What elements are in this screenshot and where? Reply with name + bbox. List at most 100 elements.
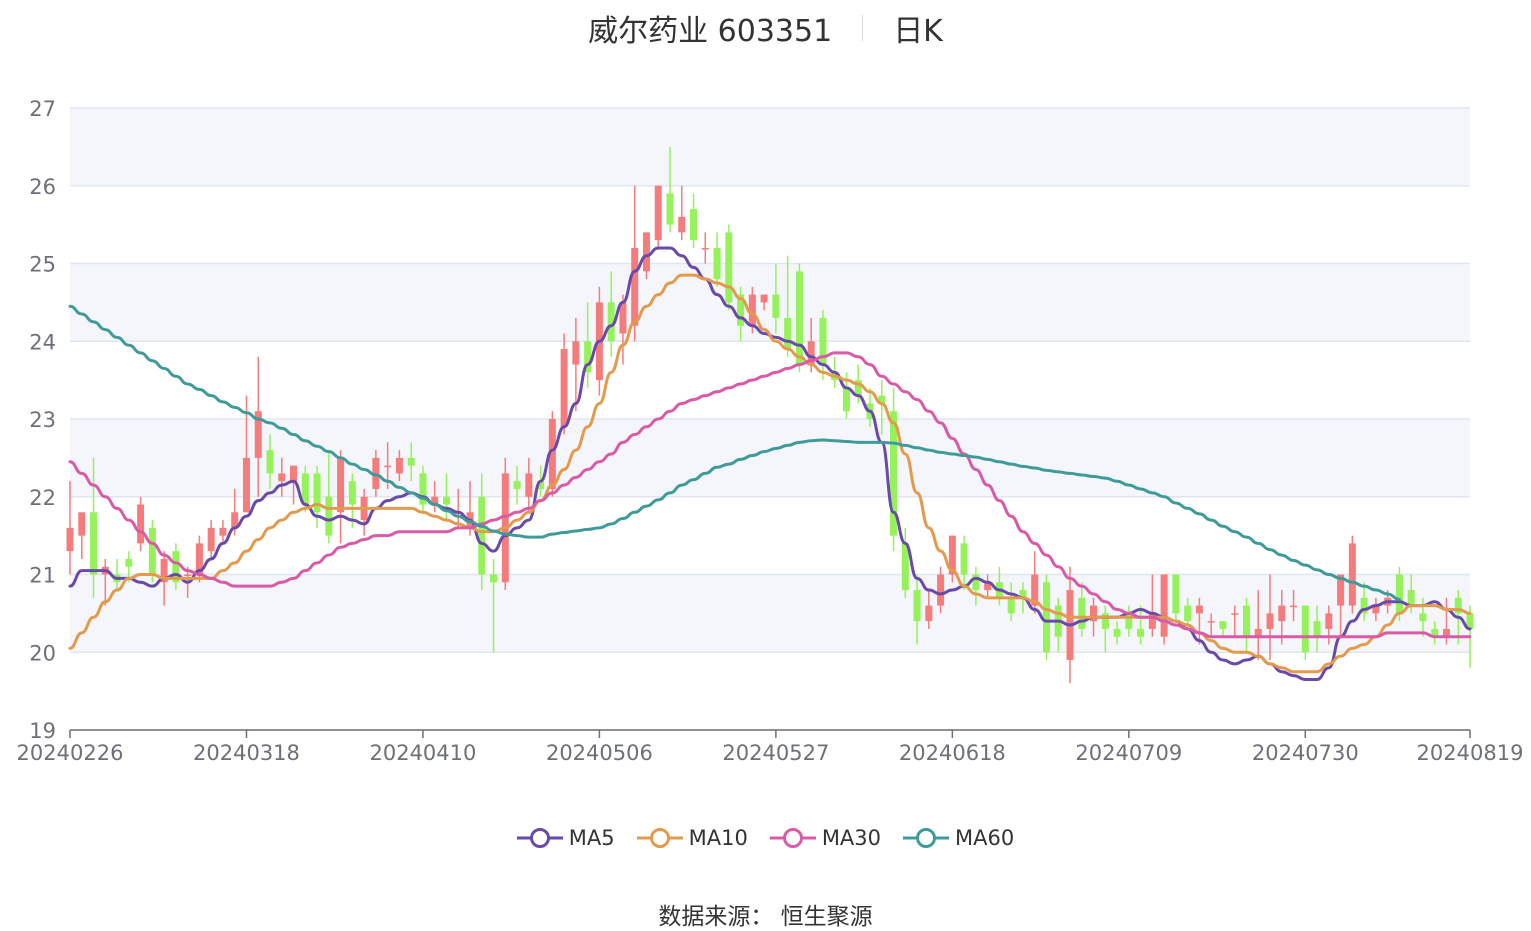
candle-body xyxy=(90,512,98,575)
candle-body xyxy=(1278,605,1286,622)
candle-body xyxy=(737,294,745,326)
grid-band xyxy=(70,108,1470,186)
legend-item-ma30[interactable]: MA30 xyxy=(769,826,882,850)
candle-body xyxy=(266,450,274,474)
candle-body xyxy=(1160,574,1168,637)
candle-body xyxy=(1195,605,1203,614)
candle-body xyxy=(1266,613,1274,629)
legend-item-ma60[interactable]: MA60 xyxy=(903,826,1014,850)
candle-body xyxy=(1395,574,1403,614)
legend-ma60-label: MA60 xyxy=(955,826,1015,850)
candle-body xyxy=(337,457,345,513)
candle-body xyxy=(1090,605,1098,622)
candle-body xyxy=(1184,605,1192,622)
candle-body xyxy=(760,294,768,303)
candle-body xyxy=(1019,590,1027,598)
candle-body xyxy=(1137,628,1145,637)
candle-body xyxy=(395,457,403,474)
candle-body xyxy=(148,527,156,575)
candle-body xyxy=(195,543,203,575)
title-separator xyxy=(862,15,864,41)
candle-body xyxy=(478,496,486,575)
candle-body xyxy=(1254,628,1262,637)
candle-body xyxy=(960,543,968,575)
candle-body xyxy=(1042,582,1050,653)
chart-title-name: 威尔药业 603351 xyxy=(588,14,833,49)
candle-body xyxy=(584,341,592,373)
candle-body xyxy=(372,457,380,489)
legend-item-ma5[interactable]: MA5 xyxy=(516,826,615,850)
candle-body xyxy=(231,512,239,528)
candle-body xyxy=(219,527,227,536)
candle-body xyxy=(125,558,133,567)
candle-body xyxy=(1172,574,1180,614)
candle-body xyxy=(713,247,721,280)
candle-body xyxy=(525,473,533,497)
candle-body xyxy=(972,574,980,591)
candle-body xyxy=(842,387,850,412)
series-line-ma60 xyxy=(68,304,1401,601)
y-tick-label: 20 xyxy=(29,641,56,665)
candle-body xyxy=(854,380,862,396)
candle-body xyxy=(407,457,415,466)
candle-body xyxy=(242,457,250,513)
candle-body xyxy=(513,481,521,489)
candle-body xyxy=(160,558,168,583)
x-tick-label: 20240618 xyxy=(899,741,1006,765)
candle-body xyxy=(1348,543,1356,606)
candle-body xyxy=(807,341,815,365)
candle-body xyxy=(1372,605,1380,614)
candle-body xyxy=(78,512,86,536)
candle-body xyxy=(795,271,803,365)
x-tick-label: 20240226 xyxy=(17,741,124,765)
candle-body xyxy=(1207,621,1215,623)
candle-body xyxy=(572,341,580,365)
y-tick-label: 24 xyxy=(29,330,56,354)
candle-body xyxy=(1125,613,1133,629)
candle-body xyxy=(1301,605,1309,653)
candle-body xyxy=(278,473,286,482)
y-tick-label: 22 xyxy=(29,486,56,510)
candle-body xyxy=(419,473,427,505)
candle-body xyxy=(1313,621,1321,637)
candle-body xyxy=(1454,597,1462,614)
candle-body xyxy=(725,232,733,303)
candle-body xyxy=(984,582,992,591)
legend-ma30-label: MA30 xyxy=(821,826,882,850)
legend-ma10-label: MA10 xyxy=(688,826,748,850)
legend-item-ma10[interactable]: MA10 xyxy=(636,826,748,850)
y-tick-label: 19 xyxy=(29,719,56,743)
candle-body xyxy=(313,473,321,513)
candle-body xyxy=(1442,628,1450,637)
x-tick-label: 20240819 xyxy=(1417,741,1524,765)
candle-body xyxy=(772,294,780,318)
candle-body xyxy=(1007,597,1015,614)
legend-ma5-symbol xyxy=(516,828,563,848)
candle-body xyxy=(678,216,686,233)
series-line-ma30 xyxy=(68,351,1472,639)
candlestick-chart: 19 20 21 22 23 24 25 26 27 20240226 20240318 202404… xyxy=(17,97,1524,765)
chart-title-period: 日K xyxy=(893,14,943,49)
candle-body xyxy=(701,247,709,250)
candle-body xyxy=(1242,605,1250,637)
data-source-text: 数据来源： 恒生聚源 xyxy=(658,904,873,930)
x-tick-label: 20240410 xyxy=(369,741,476,765)
candle-body xyxy=(1148,613,1156,629)
candle-body xyxy=(207,527,215,552)
y-tick-label: 26 xyxy=(29,175,56,199)
candle-body xyxy=(1231,613,1239,615)
candle-body xyxy=(1466,613,1474,629)
candle-body xyxy=(490,574,498,583)
candle-body xyxy=(901,543,909,591)
candle-body xyxy=(642,232,650,272)
grid-band xyxy=(70,263,1470,342)
candle-body xyxy=(948,535,956,575)
series-line-ma10 xyxy=(68,273,1472,674)
candle-body xyxy=(607,302,615,342)
candle-body xyxy=(819,317,827,365)
candle-body xyxy=(937,574,945,606)
candle-body xyxy=(172,551,180,583)
candle-body xyxy=(878,395,886,404)
y-tick-label: 21 xyxy=(29,564,56,588)
candle-body xyxy=(1407,590,1415,606)
